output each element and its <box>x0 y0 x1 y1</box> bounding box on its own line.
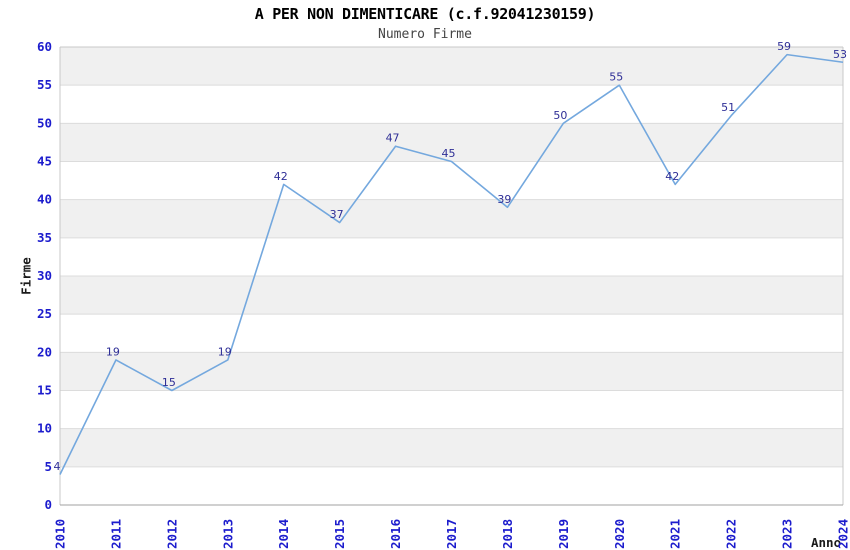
x-tick-label: 2019 <box>556 519 571 549</box>
chart-subtitle: Numero Firme <box>378 27 472 42</box>
y-tick-label: 15 <box>37 383 52 398</box>
data-point-label: 15 <box>162 376 176 389</box>
data-line <box>59 53 844 475</box>
data-point-label: 19 <box>218 345 232 358</box>
y-tick-label: 25 <box>37 306 52 321</box>
x-tick-label: 2016 <box>388 519 403 549</box>
x-tick-label: 2013 <box>220 519 235 549</box>
x-tick-label: 2014 <box>276 519 291 549</box>
data-point-label: 42 <box>274 170 288 183</box>
x-tick-label: 2012 <box>164 519 179 549</box>
x-tick-label: 2015 <box>332 519 347 549</box>
x-tick-label: 2020 <box>612 519 627 549</box>
grid-band <box>60 428 843 467</box>
data-point-label: 45 <box>442 147 456 160</box>
grid-band <box>60 352 843 391</box>
data-point-label: 51 <box>721 101 735 114</box>
chart-title: A PER NON DIMENTICARE (c.f.92041230159) <box>254 5 596 23</box>
data-point-label: 42 <box>665 170 679 183</box>
y-tick-label: 10 <box>37 421 52 436</box>
y-tick-label: 40 <box>37 192 52 207</box>
y-tick-label: 60 <box>37 39 52 54</box>
y-tick-label: 35 <box>37 230 52 245</box>
x-tick-label: 2024 <box>836 519 850 549</box>
x-tick-label: 2017 <box>444 519 459 549</box>
y-tick-label: 0 <box>44 497 52 512</box>
x-tick-label: 2018 <box>500 519 515 549</box>
y-tick-label: 55 <box>37 77 52 92</box>
x-tick-label: 2022 <box>724 519 739 549</box>
y-tick-label: 45 <box>37 154 52 169</box>
data-point-label: 39 <box>497 193 511 206</box>
x-tick-label: 2010 <box>53 519 68 549</box>
grid-band <box>60 276 843 315</box>
y-tick-label: 5 <box>44 459 52 474</box>
data-point-label: 55 <box>609 71 623 84</box>
grid-band <box>60 47 843 86</box>
grid-band <box>60 199 843 238</box>
grid-band <box>60 123 843 162</box>
data-point-label: 53 <box>833 48 847 61</box>
x-tick-label: 2011 <box>108 519 123 549</box>
data-point-label: 47 <box>386 132 400 145</box>
data-point-label: 4 <box>54 460 61 473</box>
data-point-label: 59 <box>777 40 791 53</box>
data-point-label: 37 <box>330 208 344 221</box>
y-tick-label: 30 <box>37 268 52 283</box>
data-point-label: 19 <box>106 345 120 358</box>
x-axis-title: Anno <box>811 535 842 550</box>
data-point-label: 50 <box>553 109 567 122</box>
y-tick-label: 20 <box>37 344 52 359</box>
x-tick-label: 2023 <box>780 519 795 549</box>
x-tick-label: 2021 <box>668 519 683 549</box>
y-tick-label: 50 <box>37 115 52 130</box>
